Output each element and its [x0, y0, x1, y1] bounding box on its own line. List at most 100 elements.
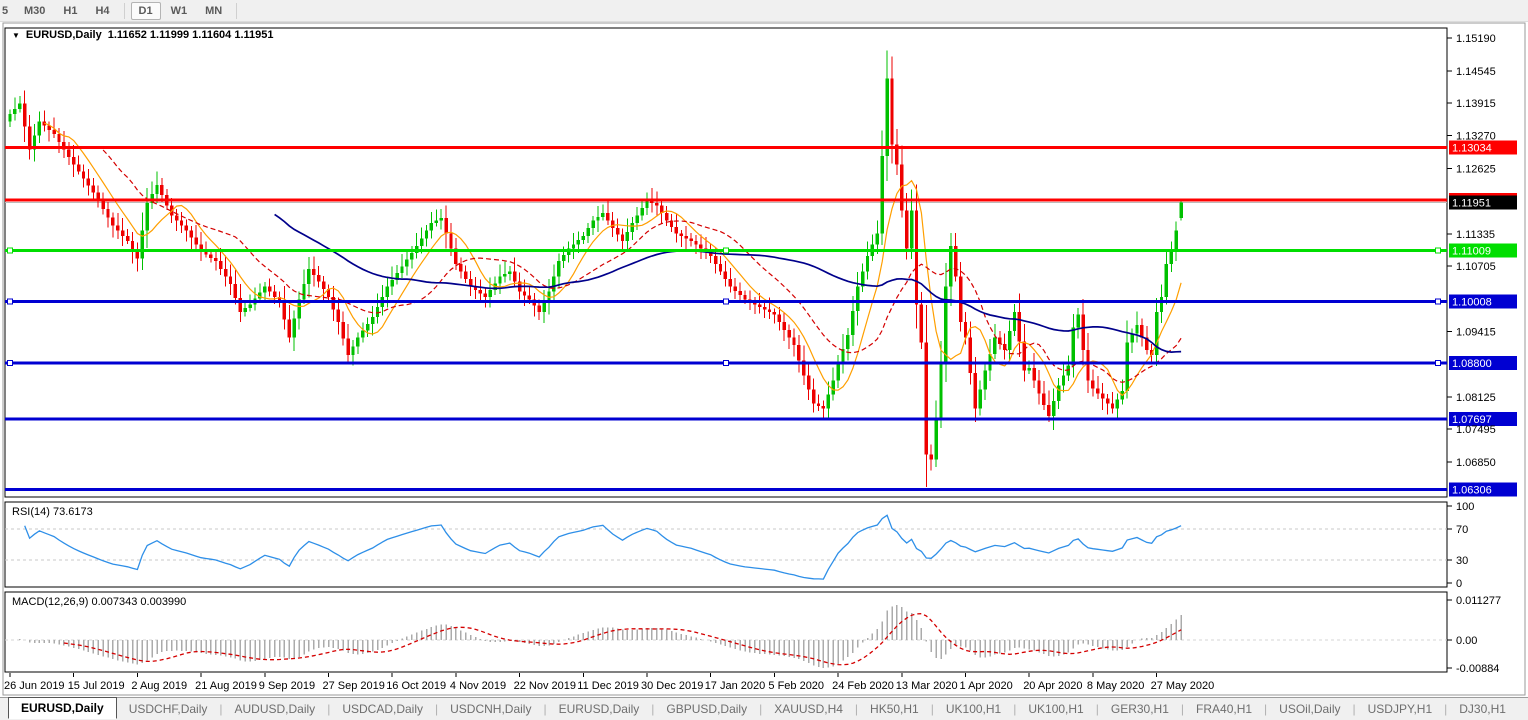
date-axis-label: 30 Dec 2019 — [641, 680, 703, 692]
tab-hk50-h1[interactable]: HK50,H1 — [870, 702, 919, 716]
date-axis-label: 21 Aug 2019 — [195, 680, 257, 692]
date-axis-label: 27 Sep 2019 — [323, 680, 385, 692]
tab-usdchf-daily[interactable]: USDCHF,Daily — [128, 702, 208, 716]
tab-xauusd-h4[interactable]: XAUUSD,H4 — [774, 702, 843, 716]
tab-separator: | — [1264, 702, 1268, 716]
date-axis-label: 1 Apr 2020 — [960, 680, 1013, 692]
rsi-pane[interactable] — [4, 501, 1448, 588]
date-axis-label: 11 Dec 2019 — [577, 680, 639, 692]
price-axis-label: 1.13915 — [1456, 98, 1496, 110]
tab-separator: | — [1352, 702, 1356, 716]
line-handle[interactable] — [7, 298, 13, 305]
date-axis-label: 8 May 2020 — [1087, 680, 1144, 692]
line-handle[interactable] — [723, 359, 729, 366]
macd-axis-label: -0.00884 — [1456, 663, 1499, 675]
price-axis-label: 1.11335 — [1456, 229, 1495, 241]
date-axis-label: 22 Nov 2019 — [514, 680, 576, 692]
price-axis-label: 1.12625 — [1456, 163, 1496, 175]
chart-tabs-bar: EURUSD,Daily USDCHF,Daily | AUDUSD,Daily | US… — [0, 697, 1528, 720]
line-handle[interactable] — [723, 247, 729, 254]
price-level-badge-text: 1.06306 — [1452, 485, 1492, 497]
date-axis-label: 5 Feb 2020 — [768, 680, 824, 692]
tab-separator: | — [435, 702, 439, 716]
rsi-axis-label: 0 — [1456, 578, 1462, 590]
line-handle[interactable] — [7, 359, 13, 366]
tab-separator: | — [759, 702, 763, 716]
toolbar-separator — [123, 2, 125, 19]
tab-uk100-h1[interactable]: UK100,H1 — [1028, 702, 1084, 716]
tab-separator: | — [1095, 702, 1099, 716]
tab-eurusd-daily[interactable]: EURUSD,Daily — [8, 697, 117, 719]
price-level-badge — [1449, 411, 1517, 426]
price-level-badge-text: 1.07697 — [1452, 414, 1492, 426]
timeframe-button-h4[interactable]: H4 — [95, 4, 110, 17]
macd-axis-label: 0.011277 — [1456, 595, 1501, 607]
date-axis-label: 16 Oct 2019 — [386, 680, 446, 692]
price-level-badge-text: 1.10008 — [1452, 296, 1492, 308]
date-axis-label: 17 Jan 2020 — [705, 680, 766, 692]
macd-axis-label: 0.00 — [1456, 635, 1477, 647]
line-handle[interactable] — [1435, 359, 1441, 366]
chart-area[interactable]: 1.130341.120041.110091.100081.088001.076… — [0, 22, 1528, 697]
rsi-axis-label: 100 — [1456, 501, 1474, 513]
date-axis-label: 13 Mar 2020 — [896, 680, 958, 692]
tab-usdcad-daily[interactable]: USDCAD,Daily — [342, 702, 423, 716]
macd-pane[interactable] — [4, 591, 1448, 673]
date-axis-label: 20 Apr 2020 — [1023, 680, 1082, 692]
price-level-badge — [1449, 355, 1517, 370]
tab-gbpusd-daily[interactable]: GBPUSD,Daily — [666, 702, 748, 716]
rsi-line — [24, 514, 1182, 580]
tab-separator: | — [327, 702, 331, 716]
macd-signal-line — [63, 613, 1182, 666]
tab-eurusd-daily[interactable]: EURUSD,Daily — [558, 702, 640, 716]
moving-average-20 — [102, 149, 1182, 383]
tab-dj30-h1[interactable]: DJ30,H1 — [1459, 702, 1506, 716]
price-axis-label: 1.09415 — [1456, 327, 1496, 339]
toolbar-separator — [236, 2, 238, 19]
tab-separator: | — [651, 702, 655, 716]
line-handle[interactable] — [723, 298, 729, 305]
current-price-badge — [1449, 195, 1517, 210]
date-axis-label: 15 Jul 2019 — [68, 680, 125, 692]
price-axis-label: 1.14545 — [1456, 66, 1496, 78]
price-axis-label: 1.06850 — [1456, 457, 1496, 469]
tab-ger30-h1[interactable]: GER30,H1 — [1110, 702, 1169, 716]
tab-separator: | — [1180, 702, 1185, 716]
date-axis-label: 27 May 2020 — [1151, 680, 1215, 692]
date-axis-label: 2 Aug 2019 — [131, 680, 187, 692]
tab-usdcnh-daily[interactable]: USDCNH,Daily — [450, 702, 532, 716]
price-level-badge — [1449, 294, 1517, 309]
tab-usdjpy-h1[interactable]: USDJPY,H1 — [1367, 702, 1433, 716]
date-axis-label: 9 Sep 2019 — [259, 680, 315, 692]
tab-separator: | — [1444, 702, 1448, 716]
tab-uk100-h1[interactable]: UK100,H1 — [945, 702, 1002, 716]
tab-separator: | — [543, 702, 547, 716]
timeframe-toolbar: 5 M30 H1 H4 D1 W1 MN — [0, 0, 1528, 22]
moving-average-8 — [44, 122, 1182, 397]
tab-audusd-daily[interactable]: AUDUSD,Daily — [234, 702, 316, 716]
line-handle[interactable] — [7, 247, 13, 254]
current-price-badge-text: 1.11951 — [1452, 198, 1491, 210]
tab-fra40-h1[interactable]: FRA40,H1 — [1196, 702, 1253, 716]
date-axis-label: 4 Nov 2019 — [450, 680, 506, 692]
price-axis-label: 1.15190 — [1456, 33, 1496, 45]
timeframe-button-5[interactable]: 5 — [2, 4, 9, 17]
tab-separator: | — [854, 702, 859, 716]
timeframe-button-w1[interactable]: W1 — [170, 4, 188, 17]
timeframe-button-d1[interactable]: D1 — [130, 1, 161, 20]
tab-separator: | — [1013, 702, 1017, 716]
chart-outer-border — [2, 22, 1526, 696]
timeframe-button-h1[interactable]: H1 — [63, 4, 78, 17]
tab-usoil-daily[interactable]: USOil,Daily — [1279, 702, 1341, 716]
price-level-badge — [1449, 482, 1517, 497]
line-handle[interactable] — [1435, 298, 1441, 305]
timeframe-button-mn[interactable]: MN — [205, 4, 223, 17]
price-axis-label: 1.07495 — [1456, 424, 1496, 436]
tab-separator: | — [930, 702, 934, 716]
line-handle[interactable] — [1435, 247, 1441, 254]
rsi-axis-label: 70 — [1456, 524, 1468, 536]
price-level-badge-text: 1.11009 — [1452, 246, 1491, 258]
timeframe-button-m30[interactable]: M30 — [24, 4, 46, 17]
chart-window: 1.130341.120041.110091.100081.088001.076… — [0, 22, 1528, 697]
price-axis-label: 1.10705 — [1456, 261, 1496, 273]
